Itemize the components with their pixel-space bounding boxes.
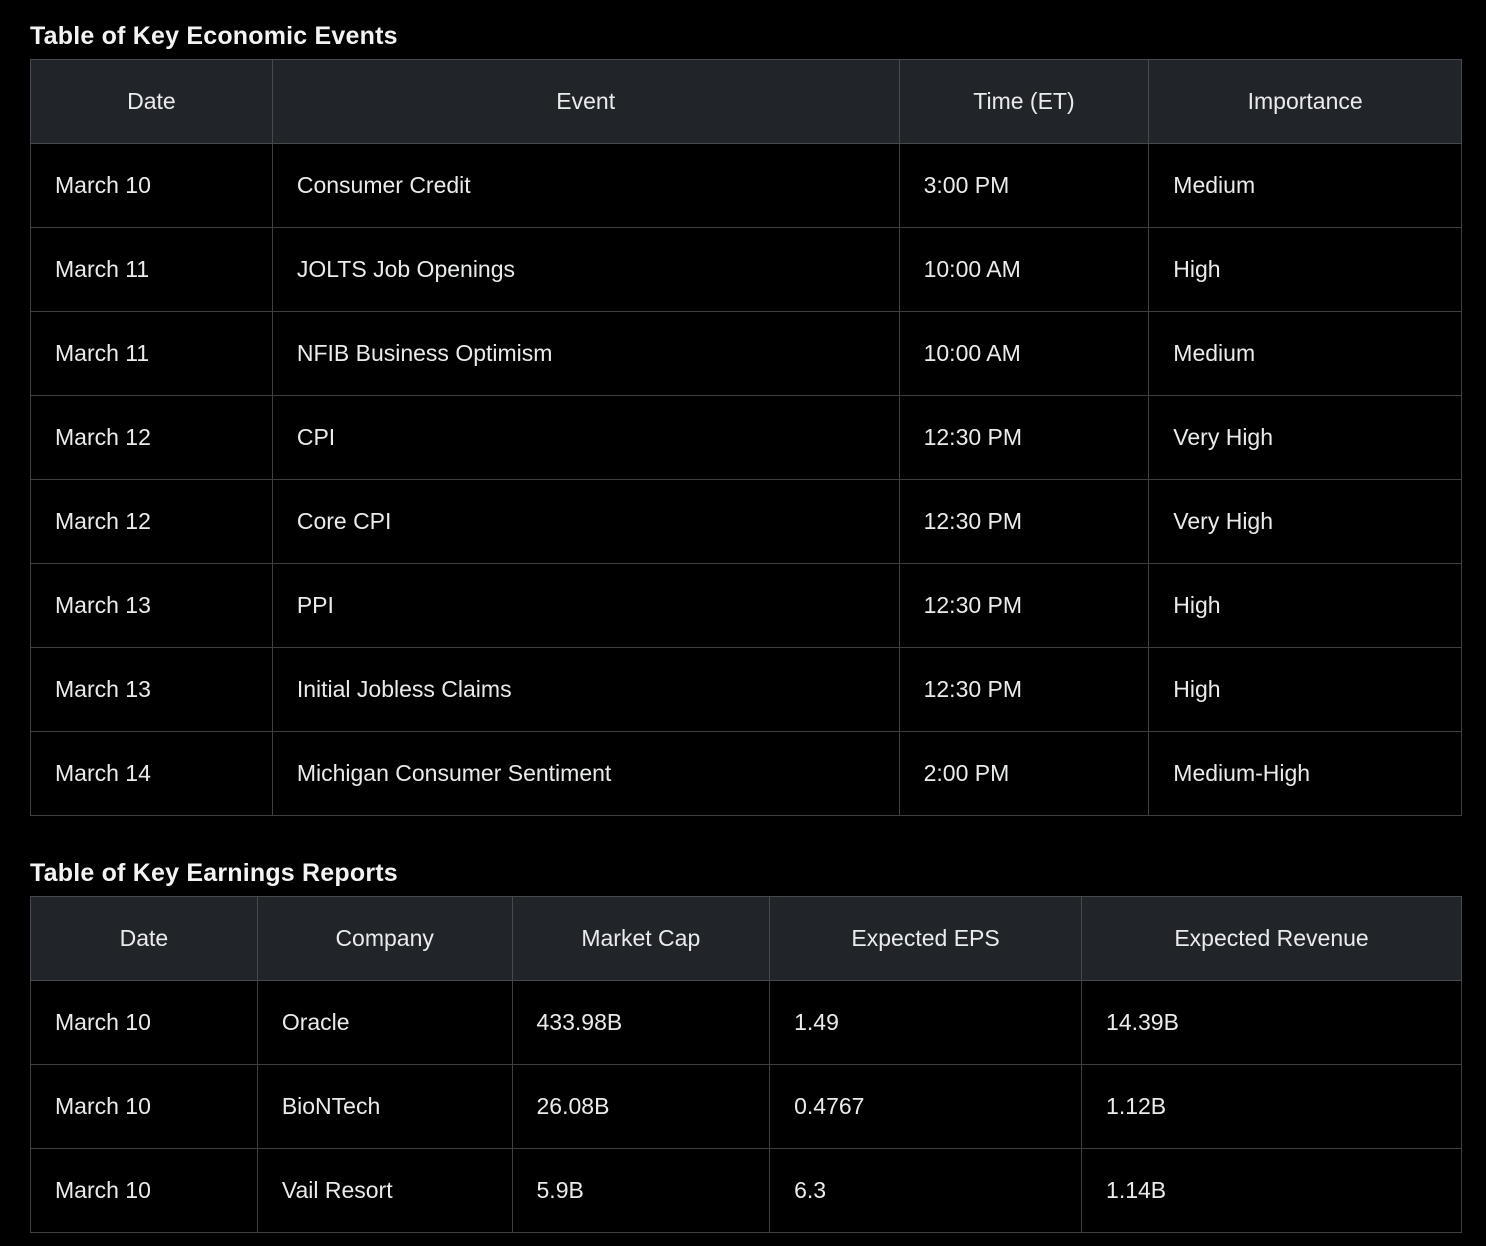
table-cell: BioNTech [256,1064,513,1149]
earnings-reports-table-body: March 10 Oracle 433.98B 1.49 14.39B March 10 B… [30,980,1462,1233]
table-row: March 10 Vail Resort 5.9B 6.3 1.14B [30,1148,1462,1233]
table-cell: High [1148,227,1462,312]
table-cell: 433.98B [511,980,771,1065]
table-cell: CPI [271,395,900,480]
earnings-reports-table: Date Company Market Cap Expected EPS Exp… [30,896,1462,1233]
table-cell: 14.39B [1081,980,1462,1065]
economic-events-table-body: March 10 Consumer Credit 3:00 PM Medium Marc… [30,143,1462,816]
table-header-row: Date Event Time (ET) Importance [30,59,1462,144]
table-cell: High [1148,647,1462,732]
table-cell: High [1148,563,1462,648]
economic-events-table: Date Event Time (ET) Importance March 10… [30,59,1462,816]
table-cell: 26.08B [511,1064,771,1149]
column-header-expected-eps: Expected EPS [769,896,1083,981]
table-cell: March 10 [30,980,258,1065]
table-cell: Very High [1148,395,1462,480]
table-cell: March 12 [30,479,273,564]
table-cell: Oracle [256,980,513,1065]
table-cell: Consumer Credit [271,143,900,228]
column-header-date: Date [30,59,273,144]
table-cell: Medium-High [1148,731,1462,816]
table-cell: Michigan Consumer Sentiment [271,731,900,816]
column-header-event: Event [271,59,900,144]
table-cell: Vail Resort [256,1148,513,1233]
table-row: March 13 Initial Jobless Claims 12:30 PM Hi… [30,647,1462,732]
table-cell: Initial Jobless Claims [271,647,900,732]
page-container: Table of Key Economic Events Date Event … [30,0,1462,1233]
economic-events-title: Table of Key Economic Events [30,22,398,50]
table-cell: NFIB Business Optimism [271,311,900,396]
earnings-reports-table-header: Date Company Market Cap Expected EPS Exp… [30,896,1462,981]
table-row: March 10 BioNTech 26.08B 0.4767 1.12B [30,1064,1462,1149]
table-cell: March 10 [30,1064,258,1149]
table-cell: March 10 [30,1148,258,1233]
table-cell: 5.9B [511,1148,771,1233]
table-cell: 1.49 [769,980,1083,1065]
table-row: March 12 Core CPI 12:30 PM Very High [30,479,1462,564]
table-cell: 6.3 [769,1148,1083,1233]
table-header-row: Date Company Market Cap Expected EPS Exp… [30,896,1462,981]
column-header-importance: Importance [1148,59,1462,144]
table-row: March 12 CPI 12:30 PM Very High [30,395,1462,480]
table-cell: 10:00 AM [898,311,1150,396]
table-cell: PPI [271,563,900,648]
earnings-reports-title: Table of Key Earnings Reports [30,859,398,887]
table-cell: 12:30 PM [898,479,1150,564]
table-cell: Core CPI [271,479,900,564]
table-cell: March 11 [30,311,273,396]
table-cell: March 14 [30,731,273,816]
table-cell: March 11 [30,227,273,312]
table-cell: Medium [1148,143,1462,228]
economic-events-table-header: Date Event Time (ET) Importance [30,59,1462,144]
table-cell: 1.12B [1081,1064,1462,1149]
column-header-company: Company [256,896,513,981]
table-cell: Very High [1148,479,1462,564]
table-cell: 10:00 AM [898,227,1150,312]
table-row: March 11 NFIB Business Optimism 10:00 AM Me… [30,311,1462,396]
table-cell: March 10 [30,143,273,228]
table-cell: 1.14B [1081,1148,1462,1233]
table-cell: March 12 [30,395,273,480]
table-cell: 12:30 PM [898,647,1150,732]
table-cell: 12:30 PM [898,395,1150,480]
table-cell: March 13 [30,563,273,648]
column-header-time: Time (ET) [898,59,1150,144]
column-header-date: Date [30,896,258,981]
table-cell: 2:00 PM [898,731,1150,816]
table-cell: 0.4767 [769,1064,1083,1149]
table-cell: JOLTS Job Openings [271,227,900,312]
table-row: March 13 PPI 12:30 PM High [30,563,1462,648]
table-cell: March 13 [30,647,273,732]
table-cell: 12:30 PM [898,563,1150,648]
table-row: March 10 Consumer Credit 3:00 PM Medium [30,143,1462,228]
table-row: March 11 JOLTS Job Openings 10:00 AM High [30,227,1462,312]
table-row: March 14 Michigan Consumer Sentiment 2:00 … [30,731,1462,816]
table-row: March 10 Oracle 433.98B 1.49 14.39B [30,980,1462,1065]
table-cell: Medium [1148,311,1462,396]
table-cell: 3:00 PM [898,143,1150,228]
column-header-market-cap: Market Cap [511,896,771,981]
column-header-expected-revenue: Expected Revenue [1081,896,1462,981]
